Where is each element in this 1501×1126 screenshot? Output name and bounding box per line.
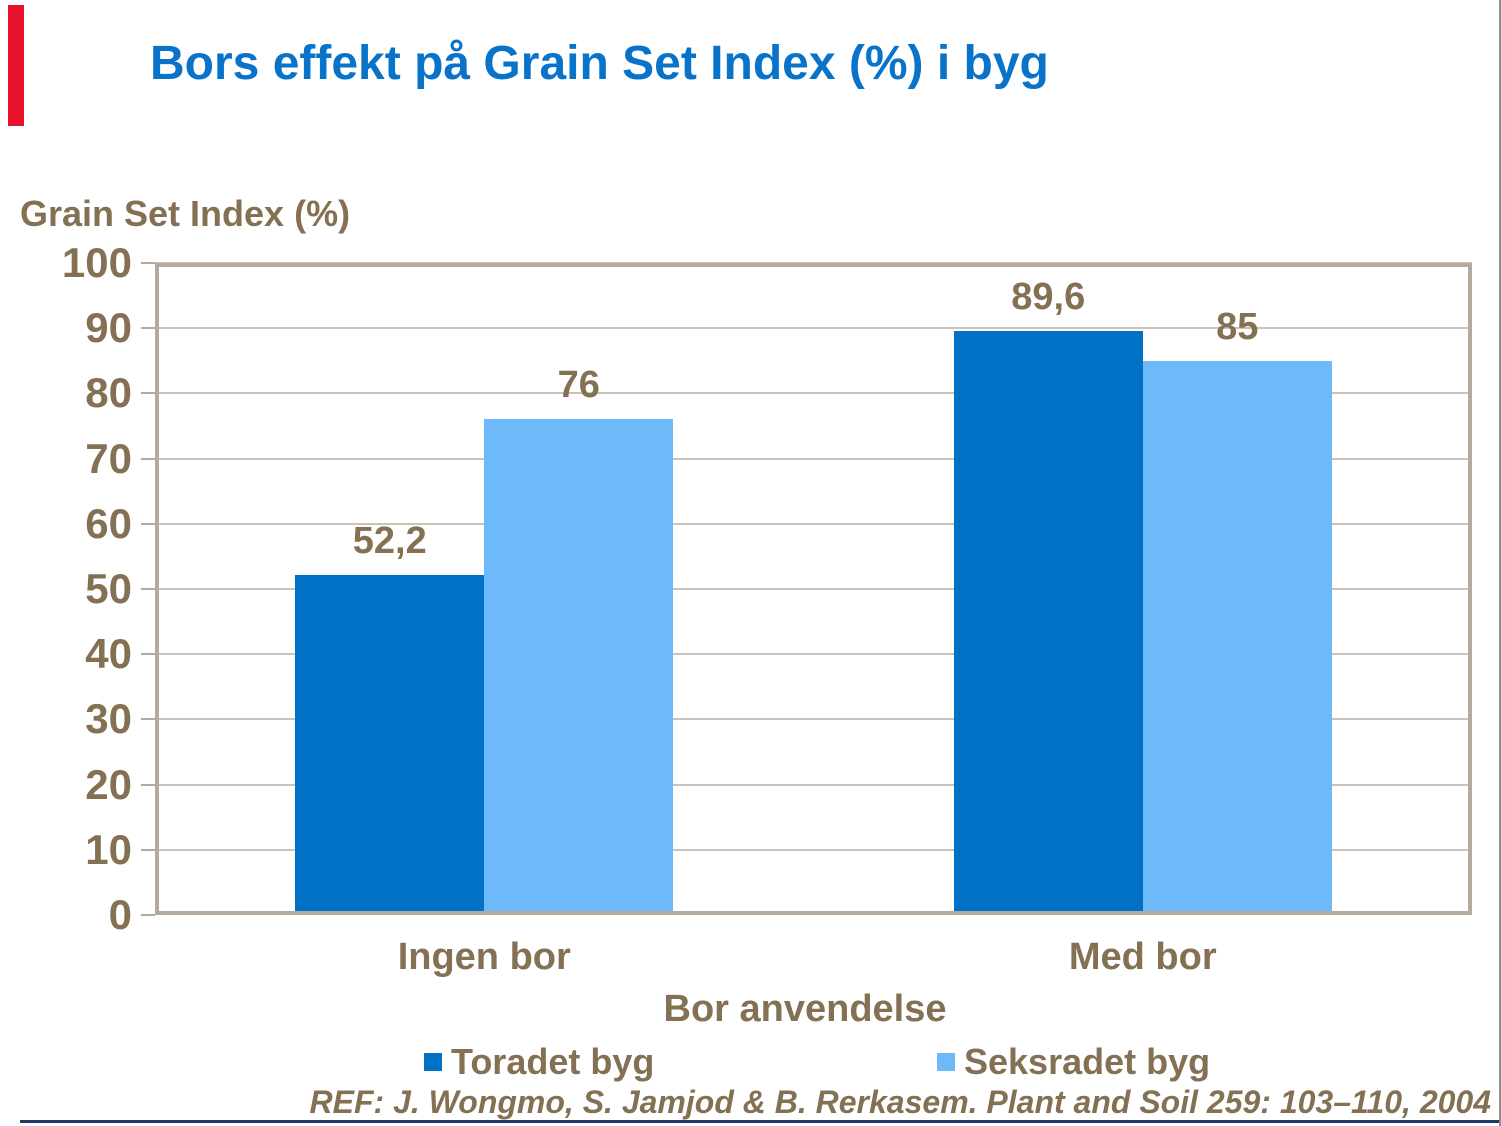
y-tick-mark-80 — [141, 392, 155, 395]
y-tick-label-40: 40 — [85, 630, 132, 678]
y-tick-mark-40 — [141, 653, 155, 656]
legend-item-toradet-byg: Toradet byg — [424, 1041, 655, 1082]
gridline-30 — [155, 718, 1472, 721]
y-tick-label-90: 90 — [85, 304, 132, 352]
value-label-85: 85 — [1216, 305, 1259, 348]
bottom-divider-line — [20, 1120, 1501, 1123]
y-tick-mark-60 — [141, 522, 155, 525]
gridline-90 — [155, 327, 1472, 330]
legend-item-seksradet-byg: Seksradet byg — [937, 1041, 1211, 1082]
y-tick-label-70: 70 — [85, 434, 132, 482]
legend-swatch-icon — [937, 1053, 955, 1071]
x-axis-title: Bor anvendelse — [663, 988, 947, 1030]
y-tick-mark-0 — [141, 914, 155, 916]
gridline-80 — [155, 392, 1472, 395]
y-tick-mark-30 — [141, 718, 155, 721]
bar-seksradet-byg-med-bor — [1142, 360, 1332, 915]
right-edge-border — [1499, 0, 1501, 1126]
value-label-52,2: 52,2 — [352, 519, 427, 562]
y-tick-mark-90 — [141, 327, 155, 330]
y-axis-title: Grain Set Index (%) — [20, 193, 351, 234]
legend-swatch-icon — [424, 1053, 442, 1071]
category-label-ingen-bor: Ingen bor — [397, 936, 571, 978]
y-tick-mark-20 — [141, 783, 155, 786]
y-tick-mark-70 — [141, 457, 155, 460]
legend-label: Toradet byg — [451, 1041, 655, 1082]
y-tick-mark-100 — [141, 262, 155, 264]
y-tick-label-100: 100 — [61, 239, 132, 286]
plot-area — [155, 262, 1472, 915]
bar-seksradet-byg-ingen-bor — [484, 419, 674, 915]
y-tick-label-20: 20 — [85, 760, 132, 808]
gridline-10 — [155, 848, 1472, 851]
gridline-40 — [155, 653, 1472, 656]
y-tick-label-0: 0 — [108, 891, 132, 938]
gridline-50 — [155, 588, 1472, 590]
red-accent-bar — [8, 5, 24, 126]
y-tick-mark-50 — [141, 588, 155, 590]
y-tick-label-50: 50 — [85, 565, 132, 612]
value-label-89,6: 89,6 — [1011, 275, 1086, 318]
page-title: Bors effekt på Grain Set Index (%) i byg — [150, 37, 1049, 90]
y-tick-label-60: 60 — [85, 499, 132, 547]
y-tick-label-30: 30 — [85, 695, 132, 743]
bar-toradet-byg-med-bor — [953, 330, 1143, 915]
bar-toradet-byg-ingen-bor — [295, 574, 485, 915]
category-label-med-bor: Med bor — [1068, 936, 1217, 978]
gridline-70 — [155, 457, 1472, 460]
reference-citation: REF: J. Wongmo, S. Jamjod & B. Rerkasem.… — [309, 1084, 1491, 1120]
plot-frame — [155, 263, 1472, 915]
gridline-20 — [155, 783, 1472, 786]
y-tick-label-80: 80 — [85, 369, 132, 417]
y-tick-mark-10 — [141, 848, 155, 851]
y-tick-label-10: 10 — [85, 825, 132, 873]
legend-label: Seksradet byg — [964, 1041, 1211, 1082]
value-label-76: 76 — [557, 364, 600, 407]
gridline-60 — [155, 522, 1472, 525]
